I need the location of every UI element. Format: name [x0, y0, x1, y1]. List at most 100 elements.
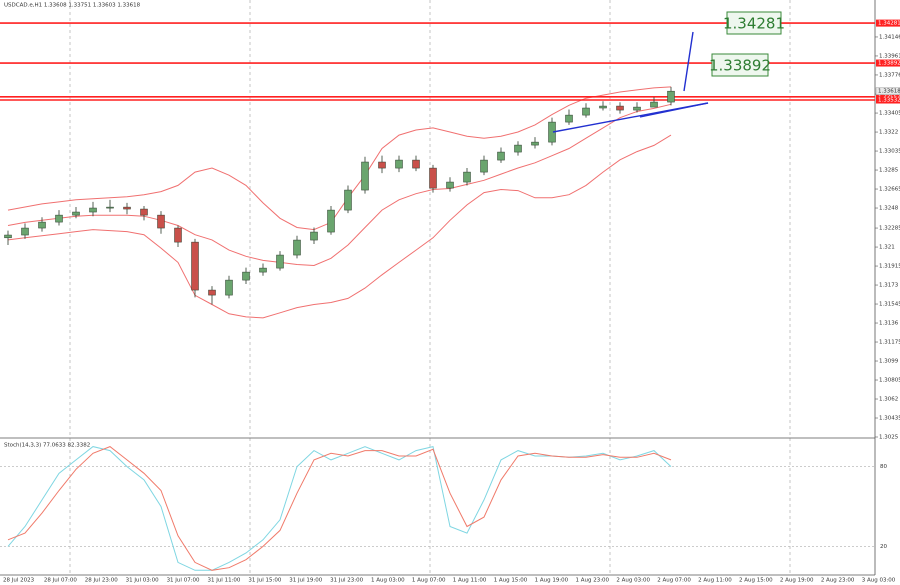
candle-body: [259, 267, 267, 273]
x-tick-label: 1 Aug 03:00: [371, 578, 405, 584]
candle-body: [463, 171, 471, 183]
trendlines: [552, 31, 709, 133]
stochastic-line: [7, 446, 672, 571]
x-tick-label: 2 Aug 15:00: [739, 578, 773, 584]
candle-body: [395, 159, 403, 169]
candle-body: [531, 141, 539, 146]
candle-body: [4, 234, 12, 239]
level-price-box: [876, 19, 900, 27]
candle-body: [123, 206, 131, 210]
candle-body: [106, 206, 114, 209]
candle-body: [565, 114, 573, 123]
level-price-box: [876, 59, 900, 67]
y-tick-label: 1.3136: [879, 321, 899, 327]
candle-body: [480, 159, 488, 173]
candle-body: [327, 209, 335, 233]
level-price-label: 1.34281: [878, 21, 900, 27]
x-tick-label: 1 Aug 15:00: [494, 578, 528, 584]
candle-body: [174, 227, 182, 243]
x-tick-label: 3 Aug 03:00: [862, 578, 896, 584]
x-tick-label: 31 Jul 07:00: [167, 578, 200, 584]
candle-body: [157, 214, 165, 229]
annotation: 1.33892: [709, 57, 771, 75]
y-tick-label: 1.32285: [879, 226, 900, 232]
candle-body: [633, 106, 641, 111]
y-tick-label: 1.3025: [879, 435, 899, 441]
y-tick-label: 20: [880, 544, 887, 550]
candle-body: [412, 159, 420, 169]
x-tick-label: 1 Aug 23:00: [575, 578, 609, 584]
bollinger-band: [7, 103, 672, 267]
candle-body: [310, 231, 318, 241]
candle-body: [191, 241, 199, 291]
candle-body: [293, 239, 301, 256]
y-tick-label: 1.3285: [879, 168, 899, 174]
candle-body: [72, 211, 80, 216]
x-tick-label: 1 Aug 19:00: [535, 578, 569, 584]
y-tick-label: 1.31175: [879, 340, 900, 346]
y-tick-label: 1.31545: [879, 302, 900, 308]
candle-body: [276, 254, 284, 269]
candle-body: [378, 161, 386, 169]
annotation-box: [726, 11, 782, 35]
candle-body: [344, 189, 352, 211]
y-tick-label: 1.33405: [879, 111, 900, 117]
y-tick-label: 1.33961: [879, 53, 900, 59]
x-tick-label: 28 Jul 2023: [3, 578, 35, 584]
x-tick-label: 1 Aug 07:00: [412, 578, 446, 584]
x-tick-label: 2 Aug 23:00: [821, 578, 855, 584]
candle-body: [667, 90, 675, 103]
x-tick-label: 31 Jul 23:00: [330, 578, 363, 584]
candle-body: [582, 107, 590, 116]
projection-line: [683, 31, 694, 92]
candle-body: [514, 144, 522, 153]
y-tick-label: 80: [880, 464, 887, 470]
candle-body: [446, 181, 454, 189]
trendline: [639, 102, 709, 118]
candle-body: [497, 151, 505, 161]
y-tick-label: 1.3099: [879, 359, 899, 365]
candle-body: [242, 271, 250, 281]
x-tick-label: 28 Jul 23:00: [85, 578, 118, 584]
candle-body: [361, 161, 369, 191]
current-price-label: 1.33618: [878, 89, 900, 95]
y-tick-label: 1.31915: [879, 264, 900, 270]
y-tick-label: 1.30805: [879, 378, 900, 384]
candle-body: [599, 105, 607, 109]
annotation-box: [711, 53, 769, 77]
x-tick-label: 2 Aug 11:00: [698, 578, 732, 584]
candle-body: [89, 207, 97, 213]
x-tick-label: 31 Jul 11:00: [207, 578, 240, 584]
x-tick-label: 2 Aug 03:00: [616, 578, 650, 584]
y-tick-label: 1.32665: [879, 187, 900, 193]
candle-body: [616, 105, 624, 111]
candle-body: [650, 101, 658, 108]
candle-body: [55, 214, 63, 223]
x-tick-label: 31 Jul 03:00: [126, 578, 159, 584]
level-price-label: 1.33532: [878, 98, 900, 104]
y-tick-label: 1.33035: [879, 149, 900, 155]
candle-body: [38, 221, 46, 229]
y-tick-label: 1.3248: [879, 206, 899, 212]
candle-body: [140, 208, 148, 216]
y-tick-label: 1.33776: [879, 72, 900, 78]
y-tick-label: 1.30435: [879, 416, 900, 422]
indicator-title: Stoch(14,3,3) 77.0633 82.3382: [4, 443, 90, 449]
x-tick-label: 2 Aug 19:00: [780, 578, 814, 584]
bollinger-band: [7, 134, 672, 319]
y-tick-label: 1.321: [879, 245, 895, 251]
bollinger-band: [7, 86, 672, 231]
x-tick-label: 28 Jul 07:00: [44, 578, 77, 584]
level-price-box: [876, 96, 900, 104]
level-price-label: 1.33892: [878, 61, 900, 67]
current-price-box: [875, 87, 900, 95]
candle-body: [225, 279, 233, 296]
x-tick-label: 31 Jul 15:00: [248, 578, 281, 584]
y-tick-label: 1.3062: [879, 397, 898, 403]
y-tick-label: 1.3322: [879, 130, 898, 136]
x-tick-label: 2 Aug 07:00: [657, 578, 691, 584]
y-tick-label: 1.34146: [879, 34, 900, 40]
x-tick-label: 31 Jul 19:00: [289, 578, 322, 584]
